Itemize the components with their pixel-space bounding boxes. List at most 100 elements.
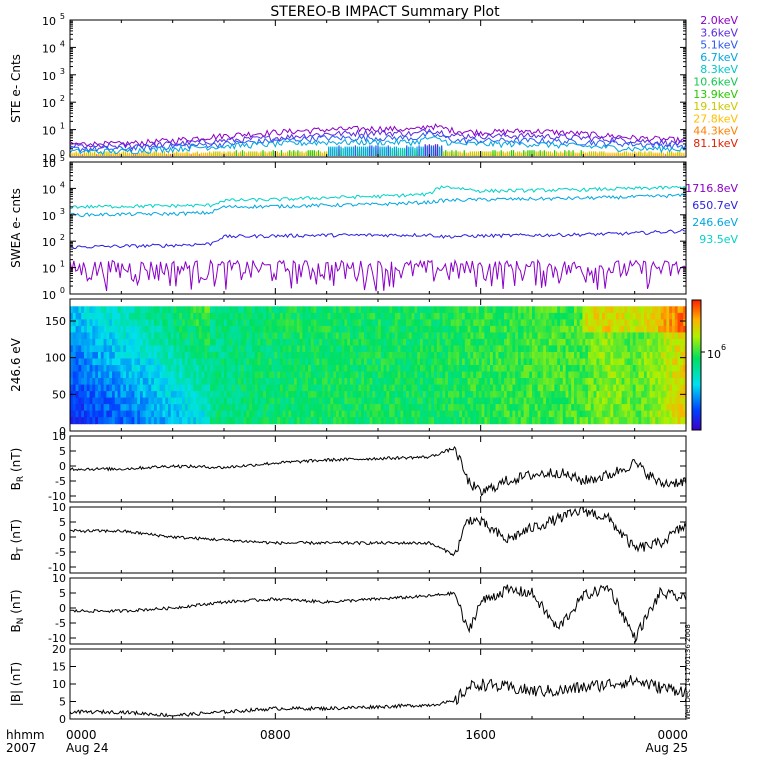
pad-cell [478, 365, 483, 373]
pad-cell [86, 306, 91, 314]
pad-cell [159, 378, 163, 386]
pad-cell [523, 384, 527, 392]
pad-cell [229, 404, 233, 412]
pad-cell [464, 404, 469, 412]
pad-cell [238, 319, 242, 327]
pad-cell [523, 404, 527, 412]
pad-cell [282, 384, 287, 392]
pad-cell [478, 325, 483, 333]
pad-cell [162, 417, 166, 425]
pad-cell [305, 365, 309, 373]
pad-cell [361, 325, 365, 333]
pad-cell [299, 404, 303, 412]
pad-cell [366, 371, 371, 379]
pad-cell [263, 338, 267, 346]
pad-cell [224, 358, 228, 366]
pad-cell [215, 338, 219, 346]
pad-cell [151, 325, 155, 333]
pad-cell [103, 352, 107, 360]
pad-cell [408, 338, 413, 346]
pad-cell [448, 319, 452, 327]
pad-cell [305, 417, 309, 425]
pad-cell [417, 325, 421, 333]
pad-cell [543, 332, 547, 340]
pad-cell [84, 325, 88, 333]
pad-cell [305, 404, 309, 412]
pad-cell [103, 371, 107, 379]
pad-cell [579, 358, 583, 366]
pad-cell [75, 325, 79, 333]
pad-cell [179, 378, 183, 386]
pad-cell [369, 384, 373, 392]
pad-cell [498, 312, 502, 320]
pad-cell [112, 358, 116, 366]
pad-cell [338, 397, 343, 405]
pad-cell [240, 378, 245, 386]
pad-cell [434, 352, 438, 360]
pad-cell [193, 404, 197, 412]
pad-cell [476, 312, 480, 320]
pad-cell [235, 397, 239, 405]
pad-cell [523, 417, 527, 425]
pad-cell [316, 410, 320, 418]
pad-cell [201, 358, 205, 366]
pad-cell [291, 404, 295, 412]
pad-cell [543, 371, 547, 379]
pad-cell [72, 365, 77, 373]
pad-cell [414, 338, 418, 346]
pad-cell [551, 371, 555, 379]
pad-cell [142, 384, 147, 392]
pad-cell [358, 312, 362, 320]
pad-cell [75, 345, 79, 353]
pad-cell [515, 417, 519, 425]
pad-cell [128, 404, 133, 412]
pad-cell [313, 410, 317, 418]
pad-cell [509, 384, 513, 392]
pad-cell [72, 345, 77, 353]
pad-cell [271, 338, 275, 346]
pad-cell [254, 384, 259, 392]
pad-cell [523, 345, 527, 353]
pad-cell [546, 312, 550, 320]
pad-cell [411, 391, 415, 399]
pad-cell [439, 365, 443, 373]
pad-cell [498, 410, 502, 418]
pad-cell [386, 338, 390, 346]
pad-cell [436, 345, 441, 353]
pad-cell [576, 332, 581, 340]
pad-cell [170, 358, 175, 366]
pad-cell [148, 352, 152, 360]
pad-cell [442, 410, 446, 418]
pad-cell [235, 338, 239, 346]
pad-cell [364, 404, 368, 412]
pad-cell [478, 306, 483, 314]
pad-cell [131, 404, 135, 412]
pad-cell [495, 306, 499, 314]
pad-cell [386, 352, 390, 360]
pad-cell [252, 358, 256, 366]
pad-cell [235, 358, 239, 366]
pad-cell [100, 410, 105, 418]
pad-cell [347, 332, 351, 340]
pad-cell [184, 404, 189, 412]
pad-cell [568, 397, 572, 405]
pad-cell [442, 319, 446, 327]
pad-cell [70, 325, 74, 333]
pad-cell [302, 325, 306, 333]
pad-cell [344, 371, 348, 379]
pad-cell [299, 417, 303, 425]
pad-cell [285, 306, 289, 314]
pad-cell [198, 410, 203, 418]
pad-cell [117, 384, 121, 392]
pad-cell [590, 365, 595, 373]
pad-cell [394, 404, 399, 412]
pad-cell [126, 384, 130, 392]
pad-cell [324, 365, 329, 373]
pad-cell [456, 325, 460, 333]
pad-cell [218, 365, 222, 373]
pad-cell [350, 338, 354, 346]
pad-cell [350, 371, 354, 379]
pad-cell [506, 319, 511, 327]
pad-cell [70, 378, 74, 386]
pad-cell [103, 391, 107, 399]
